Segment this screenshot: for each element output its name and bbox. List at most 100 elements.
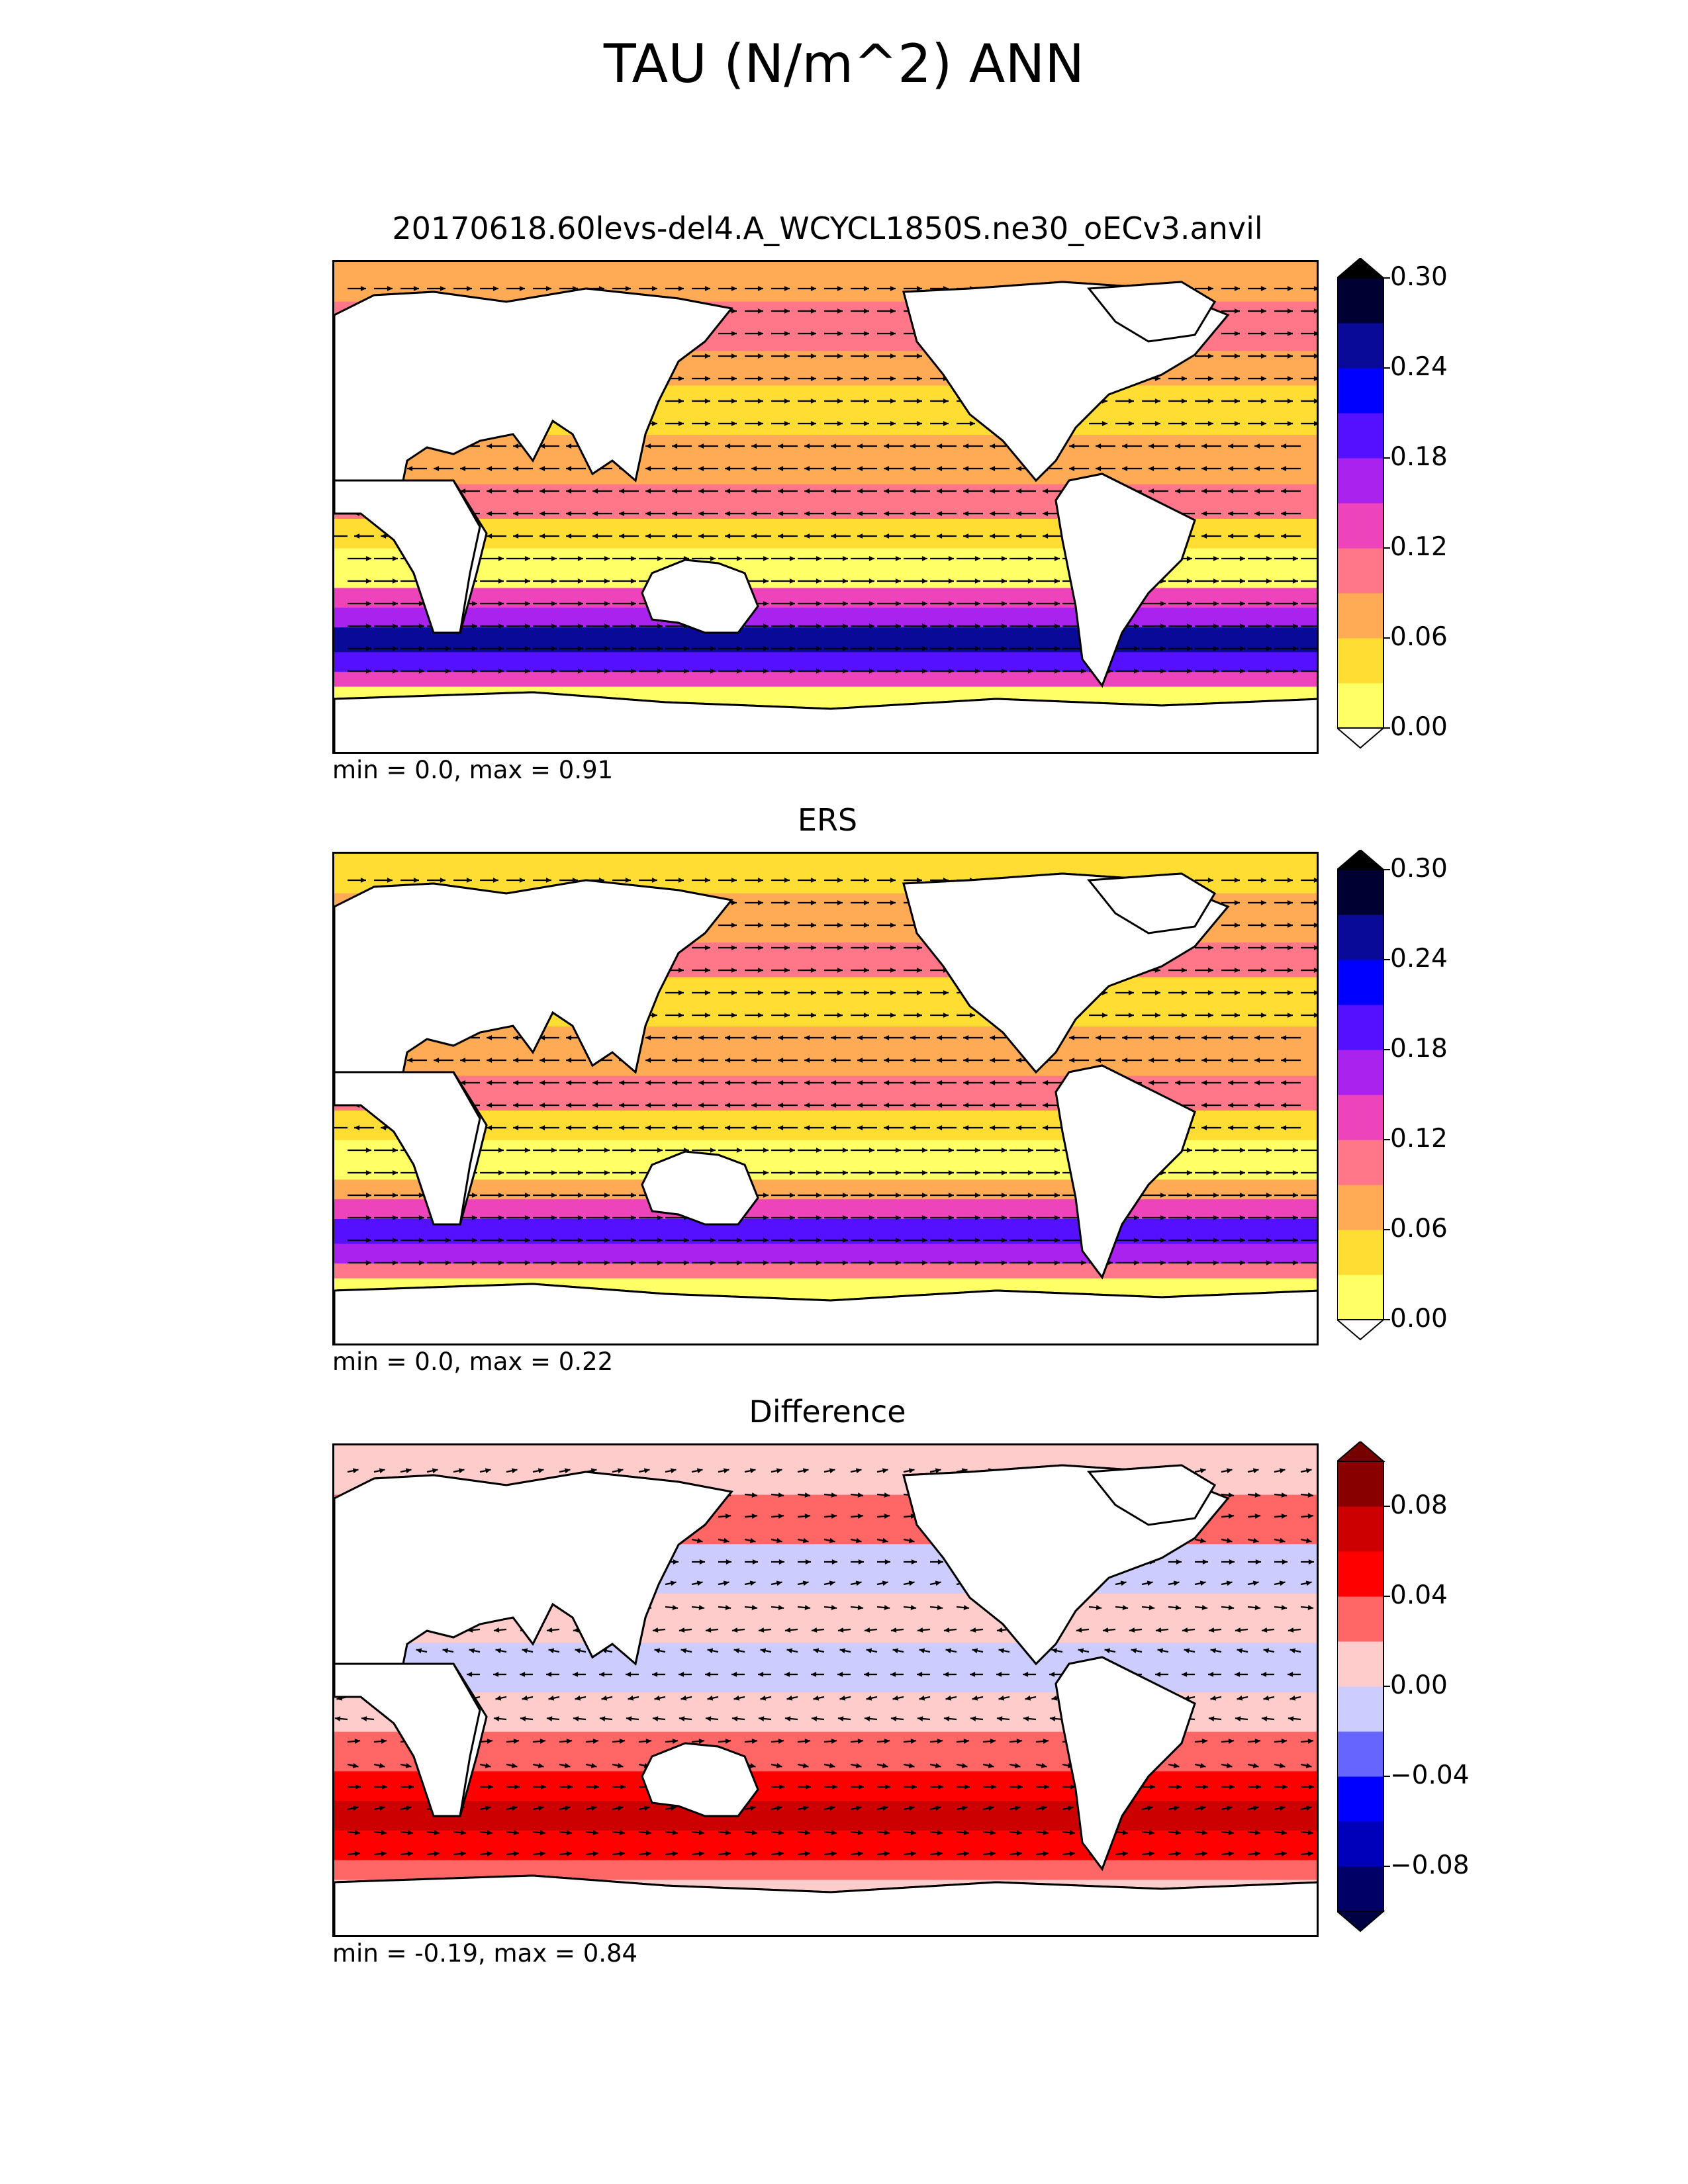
wind-vector-head xyxy=(604,1260,610,1265)
wind-vector-head xyxy=(943,1716,950,1721)
wind-vector-head xyxy=(577,578,583,584)
wind-vector-head xyxy=(1234,1013,1240,1018)
wind-vector-head xyxy=(804,443,810,449)
wind-vector-head xyxy=(855,1762,862,1768)
colorbar-segment xyxy=(1337,960,1383,1005)
wind-vector-head xyxy=(630,1260,636,1265)
wind-vector-head xyxy=(1027,623,1033,629)
wind-vector-head xyxy=(810,900,816,905)
wind-vector-head xyxy=(418,646,424,651)
wind-vector-head xyxy=(868,668,874,674)
wind-vector-head xyxy=(868,556,874,561)
wind-vector-head xyxy=(1207,990,1213,995)
wind-vector-head xyxy=(1281,1103,1287,1108)
wind-vector-head xyxy=(1128,398,1134,404)
wind-vector-head xyxy=(1228,1851,1235,1856)
wind-vector-head xyxy=(1154,990,1160,995)
wind-vector-head xyxy=(804,488,810,494)
wind-vector-head xyxy=(1266,556,1272,561)
wind-vector-head xyxy=(937,1739,943,1744)
wind-vector-head xyxy=(498,578,504,584)
wind-vector-head xyxy=(1201,1103,1207,1108)
wind-vector-head xyxy=(1201,1739,1208,1744)
wind-vector-head xyxy=(829,1580,835,1586)
wind-vector-head xyxy=(539,1080,545,1085)
wind-vector-head xyxy=(751,1605,758,1610)
wind-vector-head xyxy=(1292,1215,1298,1220)
wind-vector-head xyxy=(1254,1739,1261,1744)
wind-vector-head xyxy=(1043,1739,1049,1744)
wind-vector-head xyxy=(413,286,419,291)
wind-vector-head xyxy=(837,331,843,336)
wind-vector-head xyxy=(789,1170,795,1175)
wind-vector-head xyxy=(1254,511,1260,516)
wind-vector-head xyxy=(1102,1013,1107,1018)
wind-vector-head xyxy=(413,878,419,883)
wind-vector-head xyxy=(365,1238,371,1243)
wind-vector-head xyxy=(1254,1080,1260,1085)
wind-vector-head xyxy=(1254,466,1260,471)
wind-vector-head xyxy=(407,1851,414,1856)
wind-vector-head xyxy=(1213,1193,1219,1198)
wind-vector-head xyxy=(524,668,530,674)
wind-vector-head xyxy=(1307,1830,1314,1835)
wind-vector-head xyxy=(407,1058,413,1063)
wind-vector-head xyxy=(522,1648,528,1654)
wind-vector-head xyxy=(784,421,790,426)
wind-vector-head xyxy=(863,286,869,291)
wind-vector-head xyxy=(334,1716,341,1721)
colorbar-extend-max xyxy=(1337,258,1385,279)
wind-vector-head xyxy=(678,376,684,381)
wind-vector-head xyxy=(837,923,843,928)
wind-vector-head xyxy=(884,1035,890,1040)
wind-vector-head xyxy=(1234,421,1240,426)
wind-vector-head xyxy=(778,1080,784,1085)
wind-vector-head xyxy=(1252,1537,1259,1543)
wind-vector-head xyxy=(784,286,790,291)
wind-vector-head xyxy=(546,1716,553,1721)
wind-vector-head xyxy=(921,1260,927,1265)
wind-vector-head xyxy=(778,443,784,449)
wind-vector-head xyxy=(379,1762,385,1768)
wind-vector-head xyxy=(864,1716,870,1721)
wind-vector-head xyxy=(890,331,896,336)
wind-vector-head xyxy=(857,466,863,471)
wind-vector-head xyxy=(961,1762,968,1768)
wind-vector-head xyxy=(645,511,651,516)
wind-vector-head xyxy=(471,1260,477,1265)
wind-vector-head xyxy=(604,646,610,651)
wind-vector-head xyxy=(1279,1762,1286,1768)
wind-vector-head xyxy=(810,968,816,973)
wind-vector-head xyxy=(831,533,837,539)
wind-vector-head xyxy=(1017,1784,1023,1790)
wind-vector-head xyxy=(998,1648,1005,1654)
wind-vector-head xyxy=(493,1716,500,1721)
colorbar-difference xyxy=(1337,1441,1390,1933)
wind-vector-head xyxy=(513,533,519,539)
wind-vector-head xyxy=(698,1739,705,1744)
wind-vector-head xyxy=(974,601,980,606)
wind-vector-head xyxy=(392,1170,398,1175)
wind-vector-head xyxy=(789,1238,795,1243)
wind-vector-head xyxy=(492,286,498,291)
wind-vector-head xyxy=(416,1648,422,1654)
wind-vector-head xyxy=(1016,511,1022,516)
wind-vector-head xyxy=(910,1103,916,1108)
wind-vector-head xyxy=(710,1148,716,1153)
wind-vector-head xyxy=(1054,623,1060,629)
wind-vector-head xyxy=(1266,623,1272,629)
wind-vector-head xyxy=(725,1739,731,1744)
wind-vector-head xyxy=(1282,1559,1288,1565)
wind-vector-head xyxy=(1149,443,1154,449)
wind-vector-head xyxy=(1154,398,1160,404)
wind-vector-head xyxy=(810,1013,816,1018)
wind-vector-head xyxy=(890,308,896,314)
wind-vector-head xyxy=(575,1648,581,1654)
wind-vector-head xyxy=(1254,1851,1261,1856)
colorbar-segment xyxy=(1337,1140,1383,1185)
wind-vector-head xyxy=(1208,1672,1214,1677)
wind-vector-head xyxy=(910,1830,917,1835)
wind-vector-head xyxy=(736,646,742,651)
wind-vector-head xyxy=(784,945,790,950)
wind-vector-head xyxy=(545,878,551,883)
